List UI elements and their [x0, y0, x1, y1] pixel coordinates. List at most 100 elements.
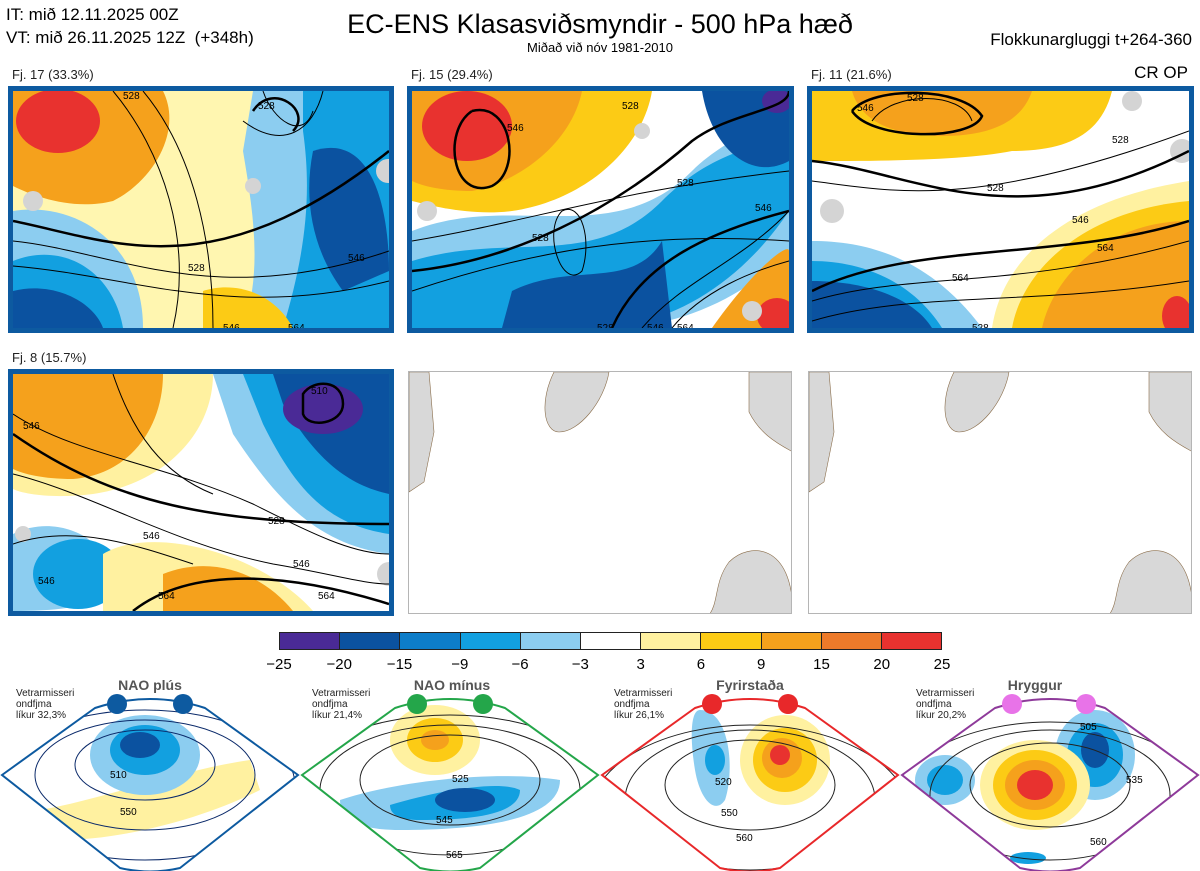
- contour-label: 565: [446, 850, 463, 861]
- page-subtitle: Miðað við nóv 1981-2010: [527, 40, 673, 55]
- contour-label: 535: [1126, 775, 1143, 786]
- contour-label: 546: [507, 123, 524, 134]
- colorbar-tick: 9: [757, 656, 766, 673]
- contour-label: 528: [972, 323, 989, 328]
- regime-4-dot-left: [1002, 694, 1022, 714]
- colorbar-cell: [761, 633, 822, 649]
- cluster-map-4[interactable]: 510 528 546 546 564 546 564 546: [8, 369, 394, 616]
- colorbar-cell: [580, 633, 642, 649]
- contour-label: 528: [622, 101, 639, 112]
- colorbar-tick: −15: [386, 656, 413, 673]
- colorbar-ticks: −25 −20 −15 −9 −6 −3 3 6 9 15 20 25: [266, 656, 950, 674]
- cluster-2-label: Fj. 15 (29.4%): [411, 67, 493, 82]
- contour-label: 545: [436, 815, 453, 826]
- regime-2-dot-left: [407, 694, 427, 714]
- contour-label: 528: [987, 183, 1004, 194]
- cluster-1-label: Fj. 17 (33.3%): [12, 67, 94, 82]
- empty-map-1-graphic: [409, 372, 791, 613]
- classification-window: Flokkunargluggi t+264-360: [990, 30, 1192, 49]
- contour-label: 560: [736, 833, 753, 844]
- colorbar-tick: 15: [813, 656, 830, 673]
- contour-label: 546: [1072, 215, 1089, 226]
- colorbar-cell: [641, 633, 702, 649]
- contour-label: 546: [223, 323, 240, 328]
- regime-map-4[interactable]: 505 535 560: [900, 690, 1200, 871]
- regime-4-info: Vetrarmisseri ondfjma líkur 20,2%: [916, 688, 975, 721]
- cluster-map-2[interactable]: 546 528 528 546 528 546 564 528: [407, 86, 794, 333]
- regime-2-dot-right: [473, 694, 493, 714]
- contour-label: 546: [293, 559, 310, 570]
- colorbar-cell: [520, 633, 581, 649]
- contour-label: 510: [110, 770, 127, 781]
- colorbar-tick: −25: [266, 656, 292, 673]
- colorbar-tick: −3: [571, 656, 589, 673]
- contour-label: 528: [258, 101, 275, 112]
- contour-label: 546: [857, 103, 874, 114]
- contour-label: 528: [268, 516, 285, 527]
- cluster-map-4-graphic: 510 528 546 546 564 546 564 546: [13, 374, 389, 611]
- colorbar-tick: 25: [933, 656, 951, 673]
- contour-label: 546: [348, 253, 365, 264]
- cluster-map-3[interactable]: 528 528 528 546 564 564 546 528: [807, 86, 1194, 333]
- colorbar-tick: −9: [451, 656, 469, 673]
- colorbar-tick: −6: [511, 656, 529, 673]
- regime-3-title: Fyrirstaða: [716, 677, 784, 693]
- contour-label: 528: [597, 323, 614, 328]
- contour-label: 546: [755, 203, 772, 214]
- regime-1-dot-left: [107, 694, 127, 714]
- contour-label: 564: [1097, 243, 1114, 254]
- contour-label: 510: [311, 386, 328, 397]
- colorbar-tick: −20: [326, 656, 352, 673]
- cluster-map-1-graphic: 528 528 528 546 564 546: [13, 91, 389, 328]
- contour-label: 550: [721, 808, 738, 819]
- contour-label: 528: [532, 233, 549, 244]
- regime-2-info: Vetrarmisseri ondfjma líkur 21,4%: [312, 688, 371, 721]
- empty-map-2-graphic: [809, 372, 1191, 613]
- colorbar-cell: [460, 633, 521, 649]
- regime-map-2[interactable]: 525 545 565: [300, 690, 600, 871]
- contour-label: 546: [647, 323, 664, 328]
- regime-1-title: NAO plús: [118, 677, 182, 693]
- contour-label: 528: [123, 91, 140, 102]
- contour-label: 560: [1090, 837, 1107, 848]
- colorbar: [279, 632, 942, 650]
- contour-label: 546: [143, 531, 160, 542]
- regime-map-3[interactable]: 520 550 560: [600, 690, 900, 871]
- colorbar-cell: [280, 633, 341, 649]
- contour-label: 528: [677, 178, 694, 189]
- cluster-map-3-graphic: 528 528 528 546 564 564 546 528: [812, 91, 1189, 328]
- colorbar-cell: [400, 633, 461, 649]
- colorbar-cell: [881, 633, 942, 649]
- contour-label: 546: [38, 576, 55, 587]
- colorbar-cell: [340, 633, 401, 649]
- contour-label: 520: [715, 777, 732, 788]
- contour-label: 528: [188, 263, 205, 274]
- colorbar-cell: [701, 633, 762, 649]
- cluster-map-2-graphic: 546 528 528 546 528 546 564 528: [412, 91, 789, 328]
- contour-label: 550: [120, 807, 137, 818]
- contour-label: 528: [907, 93, 924, 104]
- contour-label: 505: [1080, 722, 1097, 733]
- contour-label: 564: [158, 591, 175, 602]
- cr-op-label: CR OP: [1134, 63, 1188, 82]
- regime-1-info: Vetrarmisseri ondfjma líkur 32,3%: [16, 688, 75, 721]
- regime-1-dot-right: [173, 694, 193, 714]
- empty-map-1: [408, 371, 792, 614]
- regime-map-1[interactable]: 510 550: [0, 690, 300, 871]
- contour-label: 546: [23, 421, 40, 432]
- cluster-map-1[interactable]: 528 528 528 546 564 546: [8, 86, 394, 333]
- colorbar-tick: 3: [636, 656, 645, 673]
- valid-time: VT: mið 26.11.2025 12Z (+348h): [6, 28, 254, 47]
- initial-time: IT: mið 12.11.2025 00Z: [6, 5, 179, 24]
- page-title: EC-ENS Klasasviðsmyndir - 500 hPa hæð: [347, 9, 853, 39]
- contour-label: 564: [288, 323, 305, 328]
- contour-label: 525: [452, 774, 469, 785]
- colorbar-cell: [821, 633, 882, 649]
- regime-3-dot-left: [702, 694, 722, 714]
- contour-label: 564: [677, 323, 694, 328]
- regime-4-title: Hryggur: [1007, 677, 1063, 693]
- colorbar-tick: 6: [696, 656, 706, 673]
- cluster-4-label: Fj. 8 (15.7%): [12, 350, 87, 365]
- contour-label: 564: [952, 273, 969, 284]
- regime-4-dot-right: [1076, 694, 1096, 714]
